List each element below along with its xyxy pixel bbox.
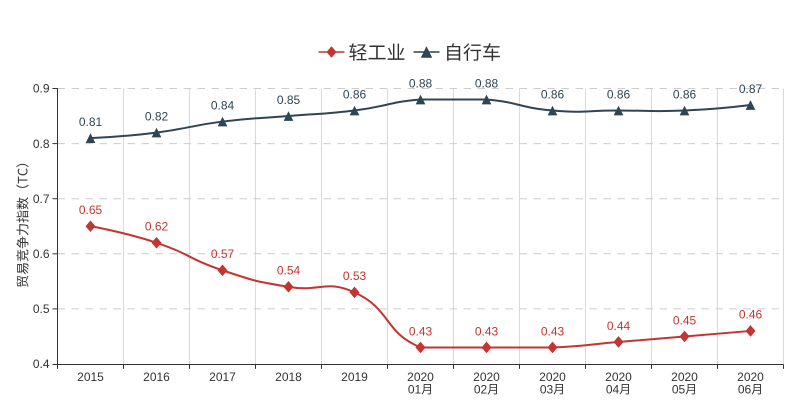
svg-text:0.84: 0.84 <box>211 98 235 112</box>
svg-text:0.8: 0.8 <box>33 137 50 151</box>
svg-text:0.46: 0.46 <box>739 308 763 322</box>
svg-text:0.53: 0.53 <box>343 269 367 283</box>
svg-text:0.6: 0.6 <box>33 247 50 261</box>
svg-text:0.43: 0.43 <box>409 324 433 338</box>
svg-text:0.81: 0.81 <box>79 115 103 129</box>
svg-text:2017: 2017 <box>209 370 236 384</box>
svg-text:0.57: 0.57 <box>211 247 235 261</box>
svg-text:0.43: 0.43 <box>541 324 565 338</box>
svg-text:2015: 2015 <box>77 370 104 384</box>
svg-text:2020: 2020 <box>539 370 566 384</box>
svg-text:0.87: 0.87 <box>739 82 763 96</box>
svg-text:0.4: 0.4 <box>33 357 50 371</box>
svg-text:05: 05 <box>672 383 686 397</box>
svg-text:01: 01 <box>408 383 422 397</box>
svg-text:0.62: 0.62 <box>145 220 169 234</box>
svg-text:0.88: 0.88 <box>475 76 499 90</box>
svg-text:0.44: 0.44 <box>607 319 631 333</box>
svg-text:0.85: 0.85 <box>277 93 301 107</box>
svg-text:2018: 2018 <box>275 370 302 384</box>
svg-text:0.7: 0.7 <box>33 192 50 206</box>
svg-text:0.86: 0.86 <box>343 87 367 101</box>
svg-text:0.86: 0.86 <box>607 87 631 101</box>
svg-text:0.82: 0.82 <box>145 109 169 123</box>
svg-text:03: 03 <box>540 383 554 397</box>
svg-text:0.43: 0.43 <box>475 324 499 338</box>
svg-text:02: 02 <box>474 383 488 397</box>
svg-text:04: 04 <box>606 383 620 397</box>
svg-text:0.5: 0.5 <box>33 302 50 316</box>
svg-text:2016: 2016 <box>143 370 170 384</box>
svg-text:0.88: 0.88 <box>409 76 433 90</box>
svg-text:2020: 2020 <box>473 370 500 384</box>
svg-text:0.86: 0.86 <box>673 87 697 101</box>
svg-text:2020: 2020 <box>605 370 632 384</box>
svg-text:2020: 2020 <box>737 370 764 384</box>
svg-text:0.86: 0.86 <box>541 87 565 101</box>
svg-text:0.45: 0.45 <box>673 313 697 327</box>
svg-text:2020: 2020 <box>671 370 698 384</box>
svg-text:0.9: 0.9 <box>33 82 50 96</box>
svg-text:0.65: 0.65 <box>79 203 103 217</box>
svg-text:2020: 2020 <box>407 370 434 384</box>
svg-text:2019: 2019 <box>341 370 368 384</box>
svg-text:06: 06 <box>738 383 752 397</box>
svg-text:0.54: 0.54 <box>277 264 301 278</box>
